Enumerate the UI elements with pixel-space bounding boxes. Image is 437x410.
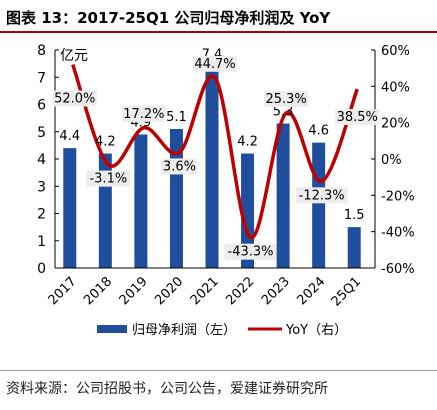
- legend-bar-label: 归母净利润（左）: [132, 323, 236, 338]
- yoy-label-bg: [295, 187, 348, 204]
- legend-line-label: YoY（右）: [285, 323, 347, 338]
- yoy-value-label: 38.5%: [337, 110, 378, 125]
- right-axis-tick-label: 60%: [381, 44, 410, 59]
- left-axis-tick-label: 8: [37, 43, 46, 59]
- left-axis-tick-label: 2: [37, 207, 46, 223]
- right-axis-tick-label: -60%: [381, 262, 415, 277]
- x-axis-tick-label: 2018: [81, 274, 115, 308]
- yoy-value-label: 52.0%: [54, 92, 95, 107]
- yoy-label-bg: [193, 55, 237, 72]
- right-axis-tick-label: -40%: [381, 226, 415, 241]
- right-axis-tick-label: 0%: [381, 153, 402, 168]
- left-axis-tick-label: 5: [37, 125, 46, 141]
- legend-bar-swatch: [97, 325, 127, 333]
- yoy-value-label: -12.3%: [299, 188, 345, 203]
- x-axis-tick-label: 2022: [223, 274, 257, 308]
- left-axis-tick-label: 4: [37, 152, 46, 168]
- title-divider: [0, 31, 437, 33]
- right-axis-tick-label: -20%: [381, 189, 415, 204]
- left-axis-tick-label: 6: [37, 98, 46, 114]
- bar: [276, 123, 290, 268]
- yoy-value-label: -43.3%: [228, 245, 274, 260]
- bar: [205, 66, 219, 268]
- source-divider: [0, 370, 437, 371]
- bar-value-label: 4.2: [237, 135, 258, 150]
- yoy-value-label: 25.3%: [265, 92, 306, 107]
- x-axis-tick-label: 2019: [117, 274, 151, 308]
- right-axis-tick-label: 40%: [381, 80, 410, 95]
- x-axis-tick-label: 2020: [152, 274, 186, 308]
- x-axis-tick-label: 2023: [259, 274, 293, 308]
- bar: [312, 142, 326, 268]
- x-axis-tick-label: 25Q1: [329, 274, 364, 309]
- x-axis: 2017 2018 2019 2020 2021 2022 2023 2024 25Q1: [46, 267, 375, 310]
- yoy-label-bg: [161, 158, 198, 175]
- yoy-label-bg: [264, 91, 309, 108]
- yoy-label-bg: [224, 243, 277, 260]
- x-axis-tick-label: 2021: [188, 274, 222, 308]
- right-axis-tick-label: 20%: [381, 117, 410, 132]
- left-axis-tick-label: 0: [37, 261, 46, 277]
- bar: [347, 227, 361, 268]
- legend: 归母净利润（左） YoY（右）: [97, 323, 347, 338]
- x-axis-tick-label: 2017: [46, 274, 80, 308]
- yoy-value-label: 17.2%: [123, 107, 164, 122]
- yoy-line: [71, 63, 359, 240]
- bar-value-label: 4.2: [95, 135, 116, 150]
- yoy-label-bg: [335, 109, 380, 126]
- bar-value-label: 4.6: [308, 124, 329, 139]
- bar-value-label: 4.4: [59, 129, 80, 144]
- yoy-value-label: 44.7%: [194, 57, 235, 72]
- left-axis-tick-label: 1: [37, 234, 46, 250]
- bar: [63, 148, 77, 268]
- bar: [134, 134, 148, 268]
- left-axis-tick-label: 7: [37, 70, 46, 86]
- left-axis-tick-label: 3: [37, 179, 46, 195]
- x-axis-tick-label: 2024: [294, 274, 328, 308]
- source-note: 资料来源：公司招股书，公司公告，爱建证券研究所: [6, 381, 328, 397]
- yoy-value-label: 3.6%: [163, 159, 196, 174]
- bar-value-label: 5.3: [273, 105, 294, 120]
- bar-value-label: 5.1: [166, 110, 187, 125]
- bar-value-label: 1.5: [344, 208, 365, 223]
- chart-title: 图表 13：2017-25Q1 公司归母净利润及 YoY: [6, 9, 331, 27]
- line-series: [71, 63, 359, 240]
- yoy-value-label: -3.1%: [89, 172, 127, 187]
- yoy-label-bg: [52, 90, 97, 107]
- left-axis: 0 1 2 3 4 5 6 7 8 亿元: [37, 43, 88, 277]
- yoy-label-bg: [86, 170, 131, 187]
- bar-series: [63, 66, 361, 268]
- left-axis-unit: 亿元: [60, 48, 88, 64]
- right-axis: -60% -40% -20% 0% 20% 40% 60%: [371, 44, 415, 277]
- yoy-label-bg: [121, 105, 166, 122]
- chart-area: 0 1 2 3 4 5 6 7 8 亿元 -60% -40% -20% 0% 20% 40% 60% 4.4 4…: [37, 43, 415, 338]
- line-labels: 52.0% -3.1% 17.2% 3.6% 44.7% -43.3% 25.3% -12.3…: [52, 55, 380, 260]
